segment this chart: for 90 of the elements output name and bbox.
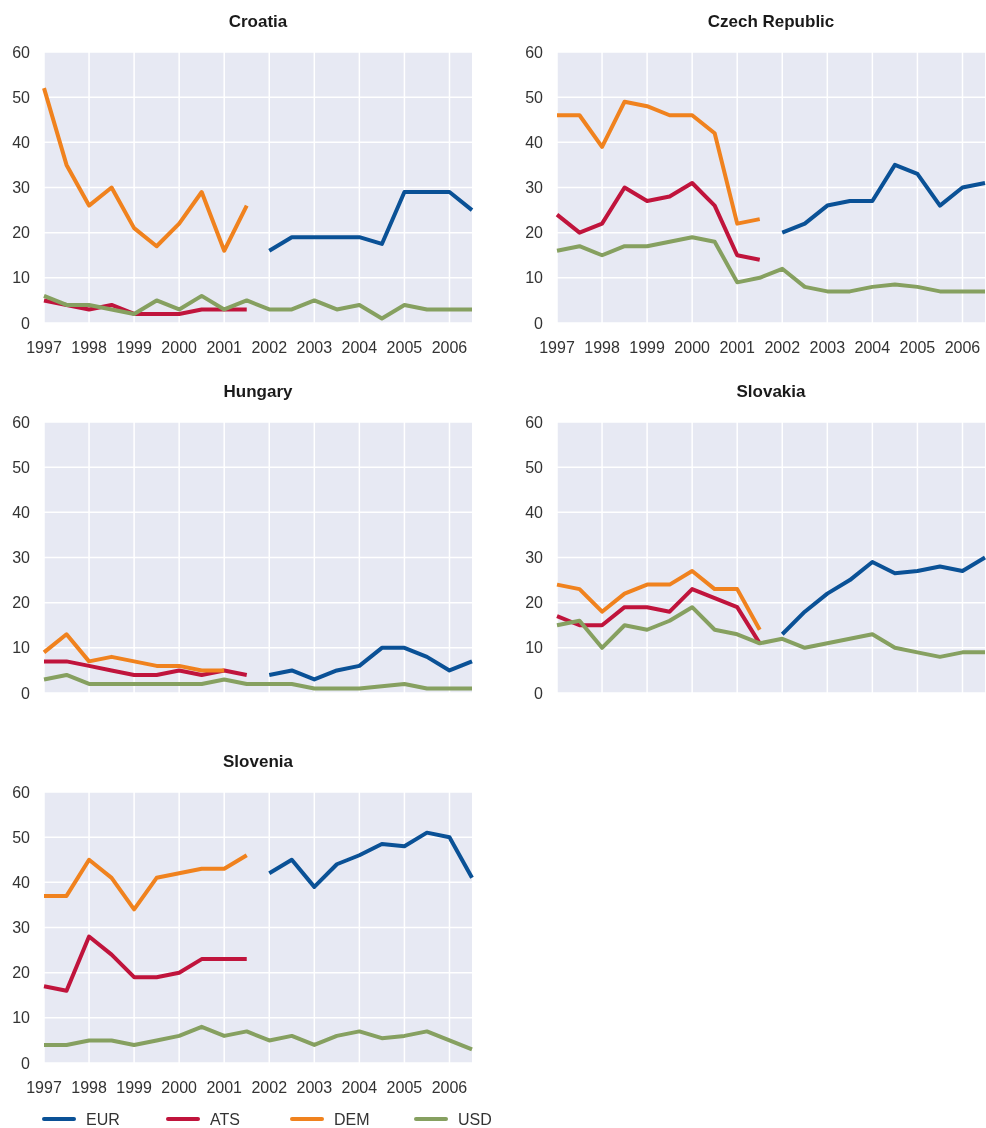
x-tick-label: 2003 — [809, 339, 846, 356]
line-series — [555, 605, 986, 659]
y-tick-label: 60 — [12, 413, 31, 431]
y-tick-label: 40 — [525, 503, 544, 521]
x-tick-label: 2001 — [719, 339, 756, 356]
y-tick-label: 40 — [12, 503, 31, 521]
y-tick-label: 50 — [12, 458, 31, 476]
x-tick-label: 2000 — [161, 339, 198, 356]
legend-label: DEM — [334, 1110, 370, 1128]
chart-title: Croatia — [228, 12, 288, 31]
y-tick-label: 50 — [525, 88, 544, 106]
x-tick-label: 1999 — [116, 1079, 152, 1096]
y-tick-label: 10 — [525, 639, 544, 657]
line-series — [780, 162, 986, 235]
chart-title: Czech Republic — [707, 12, 835, 31]
y-tick-label: 0 — [534, 314, 544, 332]
y-tick-label: 20 — [525, 594, 544, 612]
y-tick-label: 30 — [12, 549, 31, 567]
line-series — [267, 830, 474, 889]
line-series — [42, 853, 249, 912]
y-tick-label: 30 — [12, 919, 31, 937]
y-tick-label: 30 — [12, 179, 31, 197]
x-tick-label: 2005 — [386, 1079, 423, 1096]
x-tick-label: 2002 — [251, 1079, 288, 1096]
y-tick-label: 20 — [12, 224, 31, 242]
x-tick-label: 2000 — [161, 1079, 198, 1096]
line-series — [42, 1024, 474, 1052]
y-tick-label: 60 — [525, 413, 544, 431]
y-tick-label: 10 — [525, 269, 544, 287]
x-tick-label: 2004 — [854, 339, 891, 356]
y-tick-label: 10 — [12, 639, 31, 657]
line-series — [555, 569, 762, 632]
y-tick-label: 0 — [534, 684, 544, 702]
line-series — [267, 190, 474, 253]
chart-title: Slovenia — [223, 752, 294, 771]
legend-label: USD — [458, 1110, 492, 1128]
x-tick-label: 1997 — [26, 1079, 62, 1096]
x-tick-label: 2002 — [764, 339, 801, 356]
y-tick-label: 50 — [525, 458, 544, 476]
y-tick-label: 20 — [12, 594, 31, 612]
y-tick-label: 60 — [12, 43, 31, 61]
legend-label: ATS — [210, 1110, 240, 1128]
x-tick-label: 2006 — [431, 1079, 468, 1096]
y-tick-label: 30 — [525, 179, 544, 197]
x-tick-label: 2006 — [431, 339, 468, 356]
y-tick-label: 50 — [12, 828, 31, 846]
chart-title: Slovakia — [736, 382, 807, 401]
legend-label: EUR — [86, 1110, 120, 1128]
line-series — [555, 99, 762, 226]
x-tick-label: 1997 — [539, 339, 575, 356]
x-tick-label: 1997 — [26, 339, 62, 356]
y-tick-label: 40 — [12, 873, 31, 891]
y-tick-label: 10 — [12, 269, 31, 287]
y-tick-label: 10 — [12, 1009, 31, 1027]
x-tick-label: 2004 — [341, 1079, 378, 1096]
x-tick-label: 2004 — [341, 339, 378, 356]
x-tick-label: 1999 — [629, 339, 665, 356]
line-series — [42, 934, 249, 993]
line-series — [555, 180, 762, 262]
y-tick-label: 0 — [21, 684, 31, 702]
y-tick-label: 60 — [12, 783, 31, 801]
y-tick-label: 60 — [525, 43, 544, 61]
y-tick-label: 30 — [525, 549, 544, 567]
chart-title: Hungary — [223, 382, 294, 401]
line-series — [780, 555, 986, 637]
y-tick-label: 20 — [525, 224, 544, 242]
line-series — [555, 235, 986, 294]
x-tick-label: 1999 — [116, 339, 152, 356]
y-tick-label: 40 — [525, 133, 544, 151]
x-tick-label: 2003 — [296, 1079, 333, 1096]
y-tick-label: 0 — [21, 1054, 31, 1072]
y-tick-label: 0 — [21, 314, 31, 332]
x-tick-label: 2001 — [206, 1079, 243, 1096]
line-series — [42, 632, 227, 673]
x-tick-label: 2002 — [251, 339, 288, 356]
x-tick-label: 2005 — [899, 339, 936, 356]
x-tick-label: 1998 — [71, 1079, 107, 1096]
y-tick-label: 40 — [12, 133, 31, 151]
line-series — [42, 659, 249, 677]
x-tick-label: 1998 — [584, 339, 620, 356]
y-tick-label: 50 — [12, 88, 31, 106]
y-tick-label: 20 — [12, 964, 31, 982]
x-tick-label: 2001 — [206, 339, 243, 356]
x-tick-label: 2006 — [944, 339, 981, 356]
x-tick-label: 2003 — [296, 339, 333, 356]
x-tick-label: 2000 — [674, 339, 711, 356]
line-series — [267, 645, 474, 682]
x-tick-label: 2005 — [386, 339, 423, 356]
line-series — [42, 86, 249, 253]
x-tick-label: 1998 — [71, 339, 107, 356]
